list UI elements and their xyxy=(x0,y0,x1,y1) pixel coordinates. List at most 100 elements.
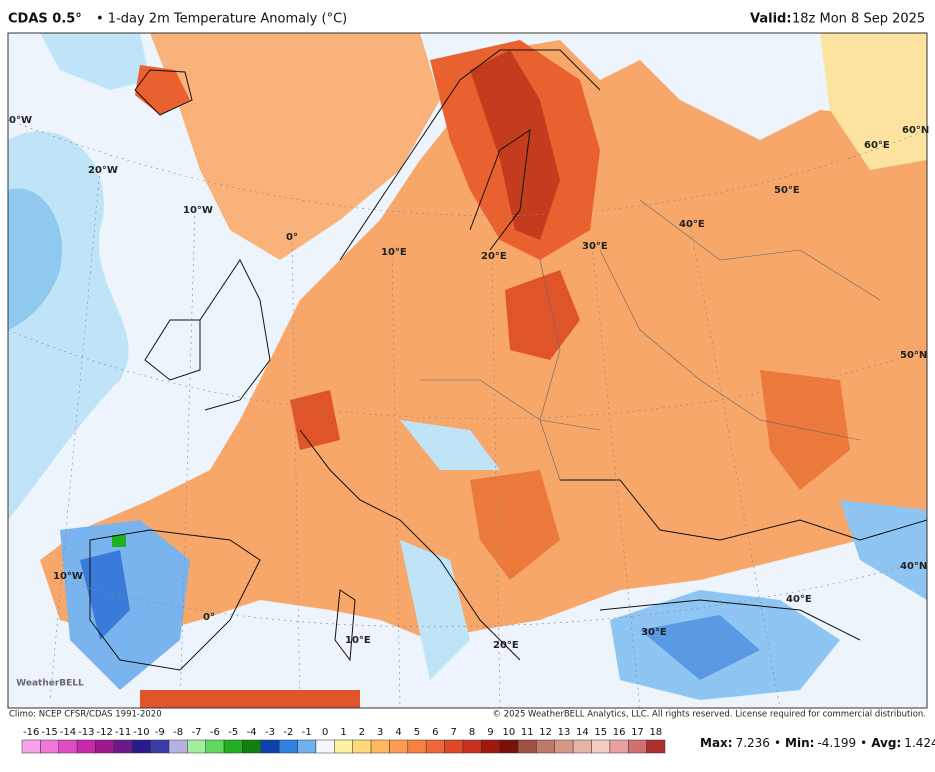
map-label: 20°W xyxy=(88,165,118,176)
colorbar-swatch xyxy=(425,739,445,754)
stat-label: Max: xyxy=(700,736,733,750)
map-label: 0° xyxy=(286,232,298,243)
colorbar-swatch xyxy=(113,739,133,754)
colorbar-swatch xyxy=(131,739,151,754)
colorbar-label: 12 xyxy=(539,727,552,738)
cool-anomaly xyxy=(40,33,150,90)
stat-label: Min: xyxy=(785,736,814,750)
colorbar-swatch xyxy=(591,739,611,754)
strong-warm-anomaly xyxy=(760,370,850,490)
colorbar-label: -6 xyxy=(210,727,220,738)
cool-anomaly xyxy=(840,500,927,600)
colorbar-label: 15 xyxy=(594,727,607,738)
colorbar-swatch xyxy=(370,739,390,754)
map-label: 50°E xyxy=(774,185,800,196)
colorbar-swatch xyxy=(462,739,482,754)
map-label: 0° xyxy=(203,612,215,623)
strong-warm-anomaly xyxy=(505,270,580,360)
colorbar-label: -14 xyxy=(60,727,76,738)
colorbar-swatch xyxy=(76,739,96,754)
colorbar-swatch xyxy=(609,739,629,754)
colorbar-label: 10 xyxy=(502,727,515,738)
colorbar-swatch xyxy=(21,739,41,754)
colorbar-label: -4 xyxy=(247,727,257,738)
colorbar-swatch xyxy=(205,739,225,754)
stat-value: 1.424 xyxy=(904,736,935,750)
colorbar-label: -1 xyxy=(302,727,312,738)
colorbar-label: -11 xyxy=(115,727,131,738)
cool-anomaly xyxy=(400,540,470,680)
stats: Max: 7.236 • Min: -4.199 • Avg: 1.424 xyxy=(700,736,935,750)
colorbar-swatch xyxy=(242,739,262,754)
colorbar-swatch xyxy=(168,739,188,754)
colorbar-label: 18 xyxy=(649,727,662,738)
cool-anomaly xyxy=(400,420,500,470)
valid-time: 18z Mon 8 Sep 2025 xyxy=(792,12,925,27)
strong-warm-anomaly xyxy=(290,390,340,450)
map-label: 10°W xyxy=(183,205,213,216)
colorbar-swatch xyxy=(278,739,298,754)
cold-anomaly xyxy=(80,550,130,640)
colorbar-label: -10 xyxy=(133,727,149,738)
stat-separator: • xyxy=(774,736,781,750)
graticule xyxy=(8,119,927,708)
map-title: • 1-day 2m Temperature Anomaly (°C) xyxy=(96,12,347,27)
colorbar-swatch xyxy=(95,739,115,754)
colorbar-swatch xyxy=(40,739,59,754)
colorbar-label: 0 xyxy=(322,727,328,738)
colorbar-label: 2 xyxy=(359,727,365,738)
cold-anomaly xyxy=(112,535,126,547)
strong-warm-anomaly xyxy=(140,690,360,708)
map-label: 60°N xyxy=(902,125,929,136)
colorbar-label: -3 xyxy=(265,727,275,738)
map-label: 40°N xyxy=(900,561,927,572)
colorbar-label: -12 xyxy=(96,727,112,738)
colorbar-swatch xyxy=(646,739,666,754)
map-label: 30°E xyxy=(582,241,608,252)
colorbar-label: 16 xyxy=(613,727,626,738)
colorbar-label: 4 xyxy=(395,727,401,738)
copyright: © 2025 WeatherBELL Analytics, LLC. All r… xyxy=(493,710,926,720)
colorbar-swatch xyxy=(536,739,556,754)
colorbar-swatch xyxy=(572,739,592,754)
warm-anomaly xyxy=(150,33,440,260)
colorbar-label: 14 xyxy=(576,727,589,738)
model-name: CDAS 0.5° xyxy=(8,12,82,27)
colorbar-swatch xyxy=(58,739,78,754)
map-label: 10°W xyxy=(53,571,83,582)
map-label: 10°E xyxy=(381,247,407,258)
cool-anomaly xyxy=(8,188,62,330)
colorbar-swatch xyxy=(260,739,280,754)
map-label: 30°E xyxy=(641,627,667,638)
colorbar-label: 9 xyxy=(487,727,493,738)
mild-anomaly xyxy=(820,33,927,170)
colorbar-label: -15 xyxy=(41,727,57,738)
map-label: 10°E xyxy=(345,635,371,646)
map-label: 50°N xyxy=(900,350,927,361)
colorbar-swatch xyxy=(481,739,500,754)
colorbar-swatch xyxy=(223,739,243,754)
colorbar-swatch xyxy=(628,739,647,754)
colorbar-label: -5 xyxy=(228,727,238,738)
logo: WeatherBELL xyxy=(16,679,84,689)
map-label: 40°E xyxy=(786,594,812,605)
colorbar-label: -2 xyxy=(283,727,293,738)
colorbar-swatch xyxy=(297,739,317,754)
colorbar-label: 17 xyxy=(631,727,644,738)
coastlines xyxy=(89,49,927,671)
stat-label: Avg: xyxy=(871,736,901,750)
map-label: 0°W xyxy=(9,115,32,126)
colorbar-swatch xyxy=(334,739,353,754)
strongest-warm-anomaly xyxy=(470,50,560,240)
stat-value: 7.236 xyxy=(736,736,770,750)
colorbar-swatch xyxy=(517,739,537,754)
colorbar-label: -8 xyxy=(173,727,183,738)
map xyxy=(7,32,928,709)
map-label: 20°E xyxy=(481,251,507,262)
map-label: 20°E xyxy=(493,640,519,651)
colorbar-label: 11 xyxy=(521,727,534,738)
colorbar-label: -9 xyxy=(155,727,165,738)
colorbar-label: 3 xyxy=(377,727,383,738)
borders xyxy=(420,199,881,481)
